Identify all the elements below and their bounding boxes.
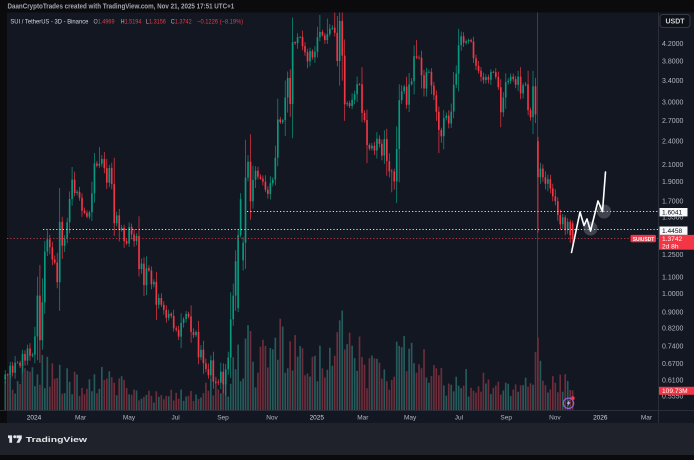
svg-text:1.4458: 1.4458 — [662, 228, 683, 235]
svg-text:H1.5194: H1.5194 — [121, 19, 142, 26]
svg-text:2026: 2026 — [593, 415, 608, 422]
svg-text:O1.4969: O1.4969 — [94, 19, 115, 26]
svg-text:109.73M: 109.73M — [662, 388, 688, 395]
svg-text:1.6041: 1.6041 — [662, 210, 683, 217]
svg-text:L1.3156: L1.3156 — [146, 19, 166, 26]
svg-text:SUI / TetherUS - 3D - Binance: SUI / TetherUS - 3D - Binance — [10, 19, 88, 26]
svg-text:2.7000: 2.7000 — [662, 118, 684, 125]
svg-text:1.0000: 1.0000 — [662, 291, 684, 298]
svg-text:May: May — [123, 415, 136, 422]
svg-text:Jul: Jul — [171, 415, 180, 422]
svg-text:May: May — [404, 415, 417, 422]
svg-text:SUIUSDT: SUIUSDT — [633, 237, 655, 243]
svg-text:Mar: Mar — [75, 415, 87, 422]
svg-text:C1.3742: C1.3742 — [171, 19, 192, 26]
svg-text:3.8000: 3.8000 — [662, 58, 684, 65]
svg-text:Nov: Nov — [266, 415, 278, 422]
svg-text:TradingView: TradingView — [26, 435, 87, 444]
svg-text:0.6100: 0.6100 — [662, 377, 684, 384]
svg-text:Mar: Mar — [641, 415, 653, 422]
svg-text:1.7000: 1.7000 — [662, 199, 684, 206]
svg-text:0.8200: 0.8200 — [662, 326, 684, 333]
svg-text:USDT: USDT — [665, 19, 685, 26]
svg-text:0.5550: 0.5550 — [662, 394, 684, 401]
svg-text:2024: 2024 — [27, 415, 42, 422]
svg-text:Sep: Sep — [217, 415, 229, 422]
svg-text:1.9000: 1.9000 — [662, 179, 684, 186]
svg-text:0.6700: 0.6700 — [662, 361, 684, 368]
svg-text:Jul: Jul — [455, 415, 464, 422]
svg-text:1.2500: 1.2500 — [662, 252, 684, 259]
svg-text:2025: 2025 — [310, 415, 325, 422]
svg-text:3.4000: 3.4000 — [662, 78, 684, 85]
svg-text:Mar: Mar — [357, 415, 369, 422]
svg-text:0.9000: 0.9000 — [662, 310, 684, 317]
svg-text:2.4000: 2.4000 — [662, 139, 684, 146]
svg-text:4.2000: 4.2000 — [662, 41, 684, 48]
svg-text:2d 8h: 2d 8h — [662, 243, 679, 250]
svg-text:Sep: Sep — [500, 415, 512, 422]
svg-text:1.5500: 1.5500 — [662, 215, 684, 222]
svg-text:1.3742: 1.3742 — [662, 236, 683, 243]
svg-text:DaanCryptoTrades created with: DaanCryptoTrades created with TradingVie… — [8, 4, 235, 11]
svg-text:−0.1226 (−8.19%): −0.1226 (−8.19%) — [197, 19, 243, 26]
svg-text:2.1000: 2.1000 — [662, 162, 684, 169]
svg-text:1.1000: 1.1000 — [662, 275, 684, 282]
svg-text:0.7400: 0.7400 — [662, 344, 684, 351]
svg-text:Nov: Nov — [549, 415, 561, 422]
svg-text:3.0000: 3.0000 — [662, 100, 684, 107]
